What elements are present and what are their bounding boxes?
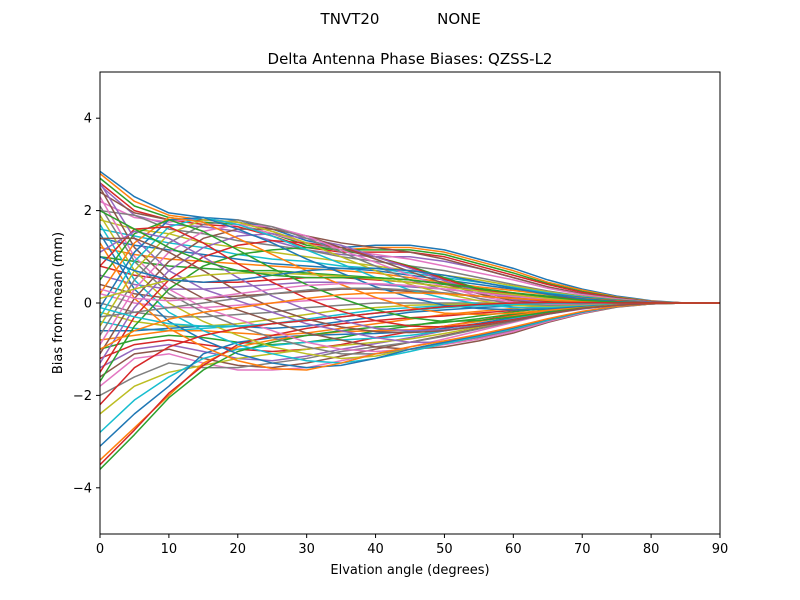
x-tick-label: 60 xyxy=(505,542,522,557)
series-line-42 xyxy=(100,242,720,371)
y-axis-label: Bias from mean (mm) xyxy=(51,232,66,374)
chart-title: Delta Antenna Phase Biases: QZSS-L2 xyxy=(268,50,553,68)
y-tick-label: 0 xyxy=(84,297,92,312)
x-tick-label: 30 xyxy=(298,542,315,557)
y-tick-label: −4 xyxy=(73,481,92,496)
x-tick-label: 0 xyxy=(96,542,104,557)
y-axis: −4 −2 0 2 4 xyxy=(73,112,100,496)
figure-suptitle-left: TNVT20 xyxy=(320,10,380,28)
plot-area xyxy=(99,71,721,535)
y-tick-label: −2 xyxy=(73,389,92,404)
x-tick-label: 70 xyxy=(574,542,591,557)
x-axis: 0 10 20 30 40 50 60 70 80 90 xyxy=(96,534,728,557)
x-axis-label: Elvation angle (degrees) xyxy=(330,563,489,578)
y-tick-label: 4 xyxy=(84,112,92,127)
x-tick-label: 90 xyxy=(712,542,729,557)
series-line-56 xyxy=(100,237,720,334)
series-layer xyxy=(100,170,720,470)
y-tick-label: 2 xyxy=(84,204,92,219)
figure-suptitle-right: NONE xyxy=(437,10,481,28)
x-tick-label: 50 xyxy=(436,542,453,557)
x-tick-label: 10 xyxy=(161,542,178,557)
x-tick-label: 80 xyxy=(643,542,660,557)
x-tick-label: 20 xyxy=(230,542,247,557)
x-tick-label: 40 xyxy=(367,542,384,557)
series-line-63 xyxy=(100,209,720,304)
series-line-64 xyxy=(100,301,720,406)
